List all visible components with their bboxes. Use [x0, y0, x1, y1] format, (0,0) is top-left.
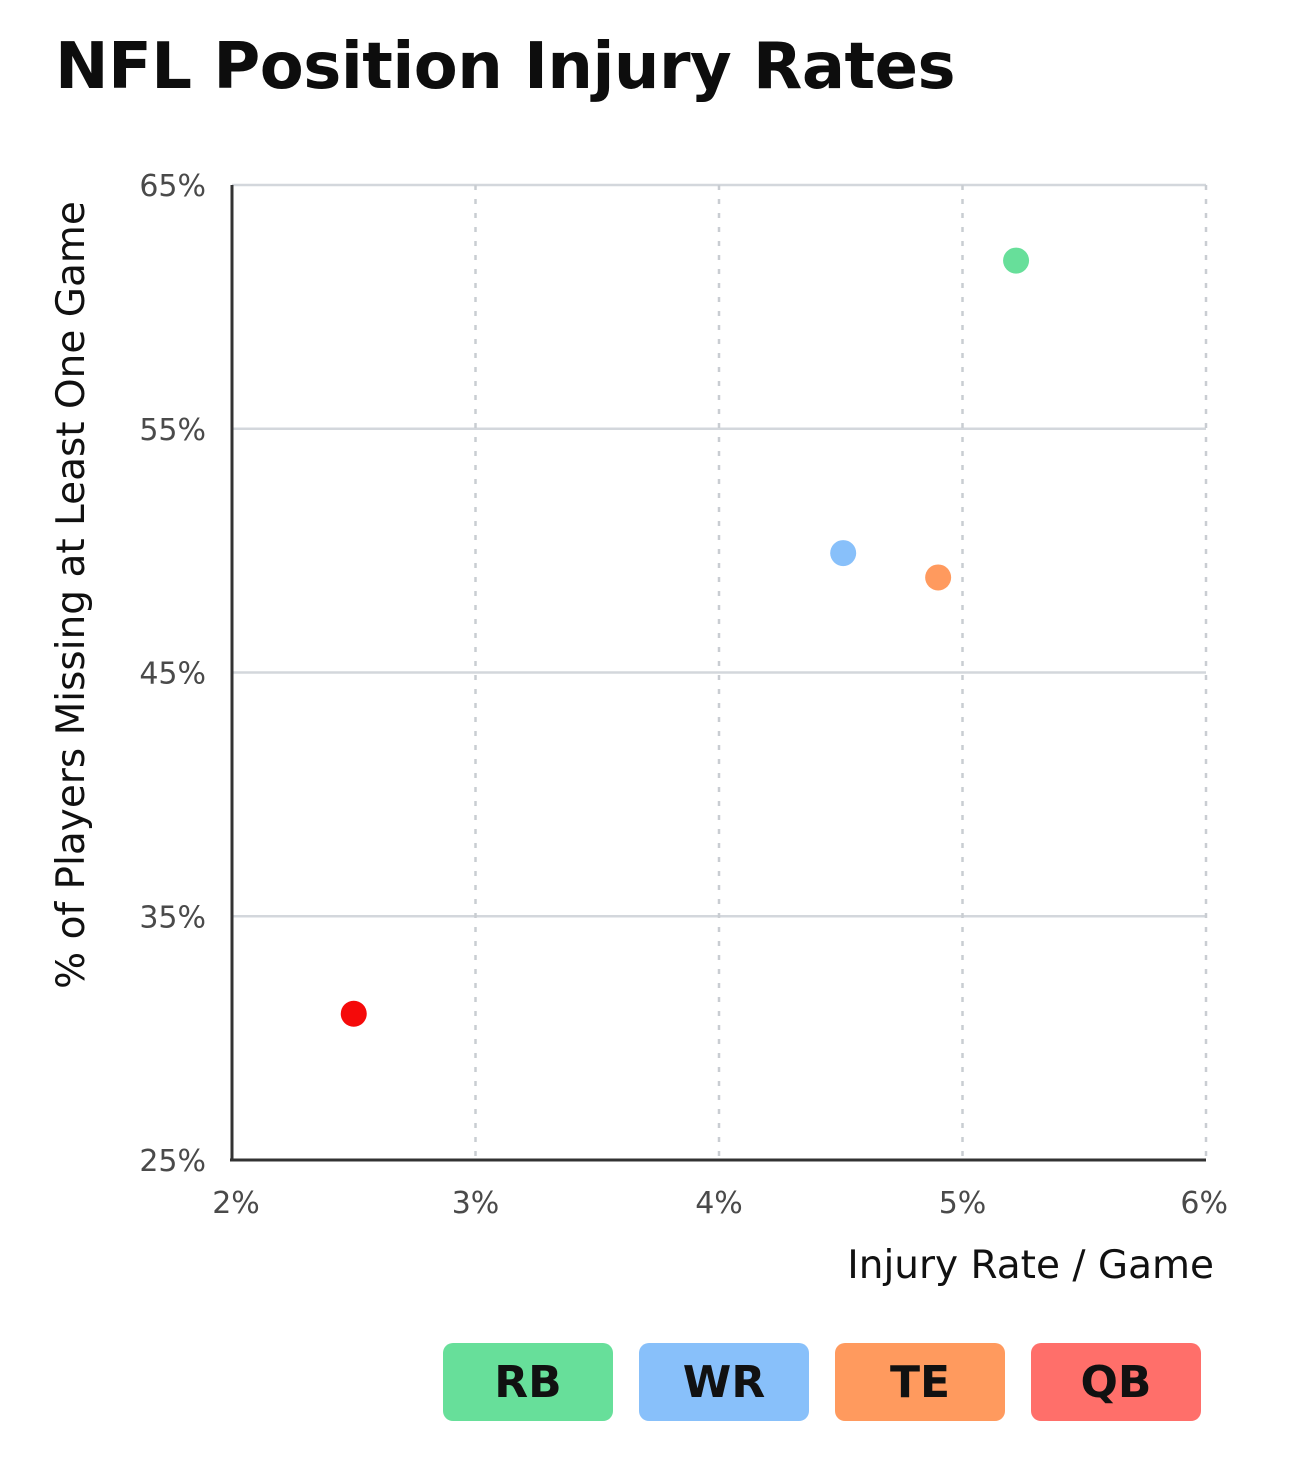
x-tick-label: 3% — [452, 1186, 500, 1221]
data-point-rb — [1003, 247, 1030, 274]
x-tick-label: 6% — [1180, 1186, 1228, 1221]
legend-item-te: TE — [835, 1343, 1005, 1421]
legend-item-qb: QB — [1031, 1343, 1201, 1421]
x-tick-label: 2% — [212, 1186, 260, 1221]
y-axis-label: % of Players Missing at Least One Game — [49, 201, 94, 989]
data-points — [340, 247, 1030, 1027]
legend-item-wr: WR — [639, 1343, 809, 1421]
x-axis-label: Injury Rate / Game — [847, 1243, 1214, 1288]
y-tick-labels: 65% 55% 45% 35% 25% — [139, 169, 206, 1179]
y-tick-label: 45% — [139, 657, 206, 692]
data-point-te — [925, 564, 952, 591]
legend-item-rb: RB — [443, 1343, 613, 1421]
x-tick-labels: 2% 3% 4% 5% 6% — [212, 1186, 1228, 1221]
data-point-wr — [830, 540, 857, 567]
grid-lines — [232, 183, 1208, 1160]
x-tick-label: 5% — [939, 1186, 987, 1221]
chart-title: NFL Position Injury Rates — [55, 30, 956, 104]
y-tick-label: 35% — [139, 900, 206, 935]
x-tick-label: 4% — [695, 1186, 743, 1221]
legend: RB WR TE QB — [443, 1343, 1201, 1421]
y-tick-label: 25% — [139, 1144, 206, 1179]
data-point-qb — [340, 1000, 367, 1027]
scatter-plot: 2% 3% 4% 5% 6% 65% 55% 45% 35% 25% Injury Rate /… — [49, 169, 1228, 1288]
axes — [230, 185, 1206, 1162]
y-tick-label: 65% — [139, 169, 206, 204]
y-tick-label: 55% — [139, 413, 206, 448]
